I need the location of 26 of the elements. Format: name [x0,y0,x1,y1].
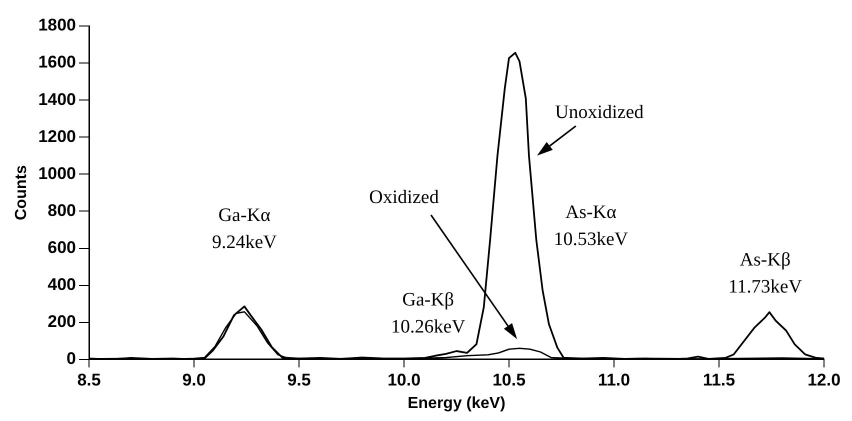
y-axis-title: Counts [13,165,30,220]
y-tick-label: 1200 [38,126,76,146]
annotation: Ga-Kβ 10.26keV [390,289,466,338]
x-axis-title: Energy (keV) [408,394,506,412]
y-tick-label: 1800 [38,16,76,35]
x-tick-label: 11.5 [702,370,736,390]
y-tick-label: 1400 [38,90,76,109]
y-tick-label: 200 [48,312,76,332]
x-tick-label: 10.0 [387,370,421,390]
y-tick-label: 400 [48,275,76,294]
x-tick-label: 9.0 [182,370,206,390]
annotation: As-Kβ 11.73keV [728,249,802,298]
text: Oxidized [369,187,440,208]
annotation: As-Kα 10.53keV [554,202,628,250]
x-tick-label: 10.5 [492,370,526,390]
x-tick-label: 11.0 [598,370,630,390]
y-tick-label: 0 [66,349,76,368]
series-label: Unoxidized [554,102,644,124]
x-tick-label: 9.5 [287,370,311,390]
annotation: Ga-Kα 9.24keV [212,205,278,254]
y-tick-label: 600 [48,238,76,257]
y-tick-label: 1000 [38,164,76,183]
x-tick-label: 12.0 [807,370,841,390]
y-tick-label: 800 [48,200,76,220]
x-tick-label: 8.5 [77,370,101,390]
y-tick-label: 1600 [38,52,76,72]
